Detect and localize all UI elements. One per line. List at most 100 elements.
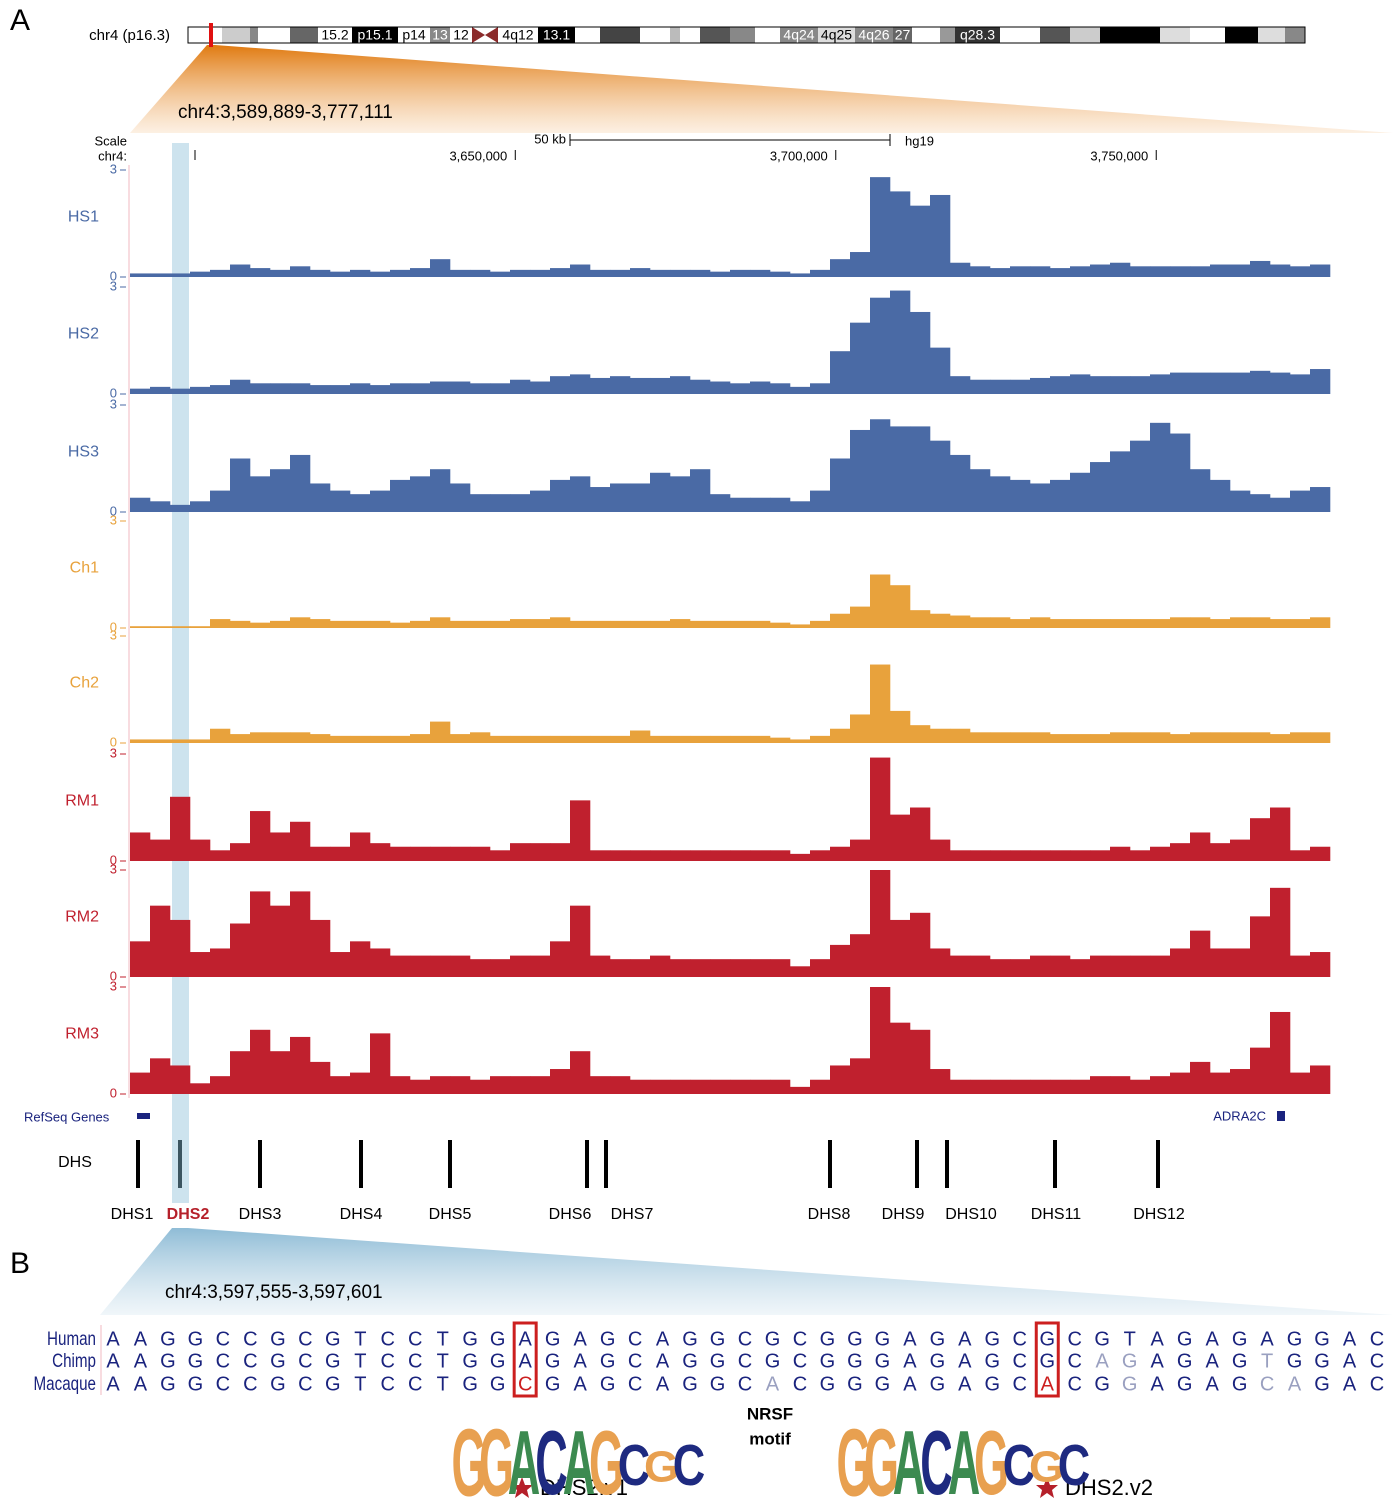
signal-bar (670, 959, 691, 977)
signal-bar (170, 796, 191, 861)
panel-label: B (10, 1247, 30, 1280)
base: G (710, 1350, 726, 1372)
signal-bar (510, 843, 531, 861)
signal-bar (130, 497, 151, 512)
signal-bar (390, 622, 411, 628)
signal-bar (750, 959, 771, 977)
signal-bar (130, 941, 151, 977)
base: G (682, 1328, 698, 1350)
signal-bar (870, 297, 891, 394)
band (1285, 27, 1305, 43)
signal-bar (430, 721, 451, 743)
signal-bar (270, 469, 291, 512)
signal-bar (870, 870, 891, 977)
signal-bar (470, 732, 491, 743)
signal-bar (450, 846, 471, 861)
base: A (519, 1328, 533, 1350)
base: T (354, 1373, 366, 1395)
signal-bar (710, 271, 731, 277)
y-tick-label: 3 (110, 978, 117, 993)
signal-bar (750, 735, 771, 743)
signal-bar (1050, 479, 1071, 512)
signal-bar (450, 269, 471, 277)
signal-bar (490, 1076, 511, 1094)
track-label: Ch1 (70, 560, 99, 577)
band (1258, 27, 1285, 43)
base: G (160, 1328, 176, 1350)
signal-bar (370, 490, 391, 512)
base: A (1151, 1373, 1165, 1395)
signal-bar (1190, 469, 1211, 512)
genes-label: RefSeq Genes (24, 1109, 110, 1124)
signal-bar (770, 737, 791, 743)
gene (1277, 1111, 1285, 1121)
signal-bar (950, 728, 971, 743)
signal-bar (890, 426, 911, 512)
base: G (490, 1350, 506, 1372)
signal-bar (130, 626, 151, 628)
signal-bar (410, 734, 431, 743)
signal-bar (1090, 1076, 1111, 1094)
base: G (545, 1350, 561, 1372)
y-tick-label: 3 (110, 745, 117, 760)
signal-bar (1210, 732, 1231, 743)
signal-bar (370, 385, 391, 394)
signal-bar (150, 501, 171, 512)
star (511, 1477, 533, 1498)
species-label: Macaque (34, 1372, 96, 1394)
signal-bar (1290, 374, 1311, 394)
signal-bar (1230, 264, 1251, 277)
signal-bar (270, 832, 291, 861)
base: C (298, 1328, 312, 1350)
signal-bar (1210, 264, 1231, 277)
signal-bar (1210, 372, 1231, 394)
signal-bar (1010, 479, 1031, 512)
signal-bar (450, 381, 471, 394)
signal-bar (1130, 376, 1151, 394)
signal-bar (810, 850, 831, 861)
signal-bar (890, 1022, 911, 1094)
signal-bar (710, 959, 731, 977)
signal-bar (1290, 490, 1311, 512)
band-label: q28.3 (960, 27, 995, 43)
base: T (437, 1350, 449, 1372)
signal-bar (790, 966, 811, 977)
signal-bar (830, 846, 851, 861)
signal-bar (690, 1079, 711, 1094)
signal-bar (290, 1036, 311, 1094)
band (188, 27, 222, 43)
signal-bar (1070, 850, 1091, 861)
signal-bar (1090, 264, 1111, 277)
signal-bar (470, 383, 491, 394)
signal-bar (250, 476, 271, 512)
base: A (106, 1373, 120, 1395)
signal-bar (630, 483, 651, 512)
signal-bar (1070, 619, 1091, 628)
signal-bar (890, 290, 911, 394)
signal-bar (1030, 266, 1051, 277)
signal-bar (1170, 372, 1191, 394)
base: G (682, 1373, 698, 1395)
signal-bar (690, 379, 711, 394)
dhs-site (828, 1140, 832, 1188)
signal-bar (630, 959, 651, 977)
signal-bar (370, 620, 391, 628)
motif-letter: C (618, 1433, 650, 1498)
y-tick-label: 3 (110, 861, 117, 876)
base: C (793, 1328, 807, 1350)
signal-bar (810, 1079, 831, 1094)
signal-bar (530, 619, 551, 628)
signal-bar (810, 383, 831, 394)
signal-bar (570, 905, 591, 977)
signal-bar (690, 850, 711, 861)
signal-bar (210, 619, 231, 628)
signal-bar (670, 1079, 691, 1094)
signal-bar (550, 479, 571, 512)
signal-bar (970, 469, 991, 512)
base: G (682, 1350, 698, 1372)
band (670, 27, 680, 43)
base: C (1013, 1350, 1027, 1372)
signal-bar (830, 458, 851, 512)
signal-bar (910, 1029, 931, 1094)
signal-bar (990, 476, 1011, 512)
